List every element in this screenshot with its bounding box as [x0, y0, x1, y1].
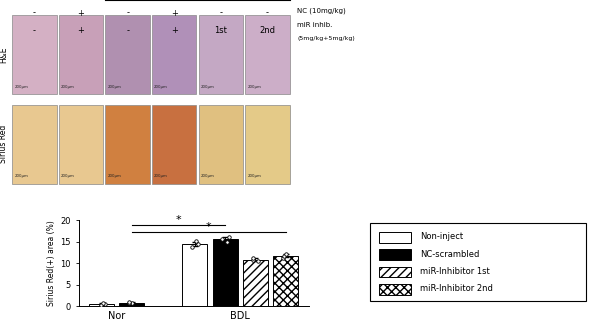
- FancyBboxPatch shape: [59, 15, 103, 94]
- Text: -: -: [266, 9, 269, 18]
- FancyBboxPatch shape: [379, 232, 411, 242]
- FancyBboxPatch shape: [105, 105, 150, 184]
- Text: 200μm: 200μm: [108, 85, 122, 89]
- Text: miR-Inhibitor 1st: miR-Inhibitor 1st: [420, 267, 490, 276]
- Text: 200μm: 200μm: [15, 174, 28, 178]
- Text: -: -: [126, 9, 129, 18]
- Text: -: -: [33, 9, 36, 18]
- Text: 200μm: 200μm: [247, 85, 261, 89]
- Text: Sirius Red: Sirius Red: [0, 125, 8, 163]
- FancyBboxPatch shape: [105, 15, 150, 94]
- Text: -: -: [33, 26, 36, 35]
- FancyBboxPatch shape: [198, 15, 243, 94]
- Text: (5mg/kg+5mg/kg): (5mg/kg+5mg/kg): [297, 36, 355, 41]
- Text: +: +: [171, 9, 178, 18]
- Text: 200μm: 200μm: [247, 174, 261, 178]
- Text: +: +: [77, 26, 85, 35]
- Text: 200μm: 200μm: [154, 85, 168, 89]
- Text: 200μm: 200μm: [108, 174, 122, 178]
- Text: NC-scrambled: NC-scrambled: [420, 249, 480, 259]
- Text: miR-Inhibitor 2nd: miR-Inhibitor 2nd: [420, 285, 493, 293]
- Bar: [213, 239, 238, 306]
- FancyBboxPatch shape: [245, 15, 290, 94]
- Bar: [243, 260, 268, 306]
- FancyBboxPatch shape: [152, 105, 197, 184]
- Text: 200μm: 200μm: [15, 85, 28, 89]
- Bar: [119, 303, 144, 306]
- Text: 200μm: 200μm: [201, 85, 215, 89]
- FancyBboxPatch shape: [370, 223, 586, 300]
- FancyBboxPatch shape: [152, 15, 197, 94]
- Text: *: *: [175, 215, 182, 225]
- FancyBboxPatch shape: [379, 284, 411, 295]
- Text: 200μm: 200μm: [61, 174, 75, 178]
- Text: *: *: [206, 221, 212, 232]
- Text: -: -: [126, 26, 129, 35]
- Text: 2nd: 2nd: [260, 26, 275, 35]
- Text: 1st: 1st: [214, 26, 227, 35]
- FancyBboxPatch shape: [198, 105, 243, 184]
- FancyBboxPatch shape: [12, 15, 57, 94]
- Text: 200μm: 200μm: [61, 85, 75, 89]
- Bar: [183, 244, 208, 306]
- Bar: [273, 256, 298, 306]
- FancyBboxPatch shape: [379, 267, 411, 277]
- Text: Non-inject: Non-inject: [420, 232, 463, 241]
- Text: miR inhib.: miR inhib.: [297, 22, 333, 28]
- Text: +: +: [171, 26, 178, 35]
- Text: 200μm: 200μm: [154, 174, 168, 178]
- FancyBboxPatch shape: [59, 105, 103, 184]
- Text: H&E: H&E: [0, 46, 8, 63]
- Bar: [89, 304, 114, 306]
- FancyBboxPatch shape: [245, 105, 290, 184]
- FancyBboxPatch shape: [12, 105, 57, 184]
- Text: 200μm: 200μm: [201, 174, 215, 178]
- Text: +: +: [77, 9, 85, 18]
- Text: NC (10mg/kg): NC (10mg/kg): [297, 7, 346, 14]
- FancyBboxPatch shape: [379, 249, 411, 260]
- Y-axis label: Sirius Red(+) area (%): Sirius Red(+) area (%): [47, 220, 56, 306]
- Text: -: -: [220, 9, 223, 18]
